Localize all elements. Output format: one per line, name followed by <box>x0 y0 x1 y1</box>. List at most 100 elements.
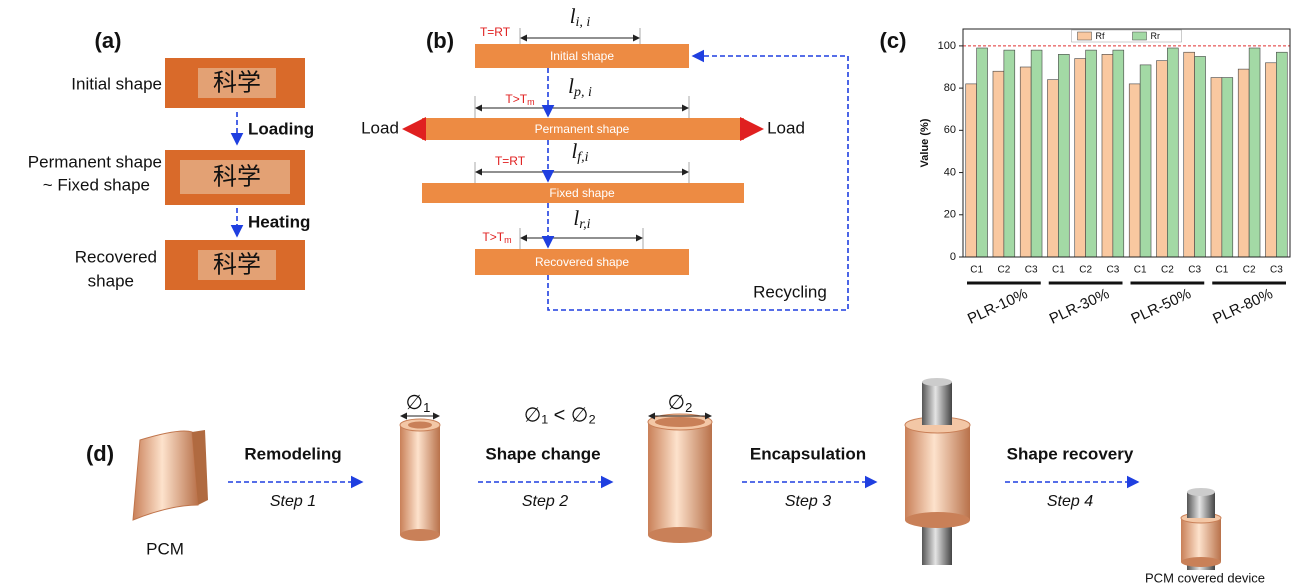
step-label: Step 1 <box>270 493 316 510</box>
legend-swatch <box>1133 32 1147 40</box>
bar <box>1031 50 1042 257</box>
bar <box>993 71 1004 257</box>
bar-label: Recovered shape <box>535 255 629 269</box>
bar <box>1129 84 1140 257</box>
figure: (a) 科学 Initial shape Loading 科学 Permanen… <box>0 0 1296 588</box>
bar <box>1004 50 1015 257</box>
temperature: T>Tm <box>482 230 511 245</box>
panel-label: (c) <box>880 28 907 53</box>
photo-text: 科学 <box>213 69 261 96</box>
legend-label: Rr <box>1151 31 1161 41</box>
bar <box>1222 78 1233 257</box>
x-tick-label: C2 <box>1079 265 1092 276</box>
temperature: T=RT <box>495 154 526 168</box>
tube-end <box>1181 557 1221 567</box>
legend-swatch <box>1078 32 1092 40</box>
tube <box>905 425 970 520</box>
rod-top <box>922 378 952 386</box>
panel-a: (a) 科学 Initial shape Loading 科学 Permanen… <box>28 28 314 291</box>
temperature: T>Tm <box>505 92 534 107</box>
panel-d: (d) PCM Remodeling Step 1 ∅1 ∅₁ < ∅₂ Sha… <box>86 378 1265 585</box>
x-tick-label: C1 <box>1052 265 1065 276</box>
x-tick-label: C1 <box>1134 265 1147 276</box>
label: shape <box>88 271 134 290</box>
tube-end <box>905 512 970 528</box>
label: PCM covered device <box>1145 570 1265 585</box>
tube-hole <box>655 417 705 427</box>
label: Recycling <box>753 282 827 301</box>
bar <box>1047 80 1058 257</box>
label: Permanent shape <box>28 152 162 171</box>
diameter: ∅2 <box>668 392 693 415</box>
step-title: Shape recovery <box>1007 444 1134 463</box>
y-tick-label: 80 <box>944 82 956 94</box>
load-label: Load <box>767 118 805 137</box>
step-title: Encapsulation <box>750 444 866 463</box>
bar <box>1086 50 1097 257</box>
tube <box>1181 518 1221 562</box>
pcm-sheet <box>133 431 198 520</box>
step-label: Step 4 <box>1047 493 1093 510</box>
x-tick-label: C2 <box>1243 265 1256 276</box>
length-symbol: lf,i <box>571 139 588 165</box>
device-rod <box>922 416 952 425</box>
label: PCM <box>146 539 184 558</box>
temperature: T=RT <box>480 25 511 39</box>
bar <box>1211 78 1222 257</box>
bar <box>1020 67 1031 257</box>
y-tick-label: 20 <box>944 209 956 221</box>
bar <box>966 84 977 257</box>
label: ~ Fixed shape <box>43 175 150 194</box>
bar <box>1156 61 1167 257</box>
device-rod <box>1187 512 1215 518</box>
bar <box>1113 50 1124 257</box>
diameter: ∅1 <box>406 392 431 415</box>
bar-label: Permanent shape <box>535 122 630 136</box>
load-label: Load <box>361 118 399 137</box>
label: Loading <box>248 119 314 138</box>
y-axis-label: Value (%) <box>919 118 931 167</box>
panel-b: (b) li, i T=RT Initial shape lp, i T>Tm … <box>361 4 848 310</box>
bar <box>1058 54 1069 257</box>
group-label: PLR-80% <box>1210 285 1275 328</box>
x-tick-label: C3 <box>1188 265 1201 276</box>
tube <box>400 425 440 535</box>
panel-c: (c) 0 20 40 60 80 100 Value (%) C1 C2 C3 C1 C2 C3 C1 C… <box>880 28 1290 328</box>
panel-label: (d) <box>86 441 114 466</box>
y-tick-label: 0 <box>950 251 956 263</box>
tube-end <box>648 527 712 543</box>
x-tick-label: C1 <box>970 265 983 276</box>
bar <box>1140 65 1151 257</box>
panel-label: (a) <box>95 28 122 53</box>
label: Recovered <box>75 247 157 266</box>
bar-label: Fixed shape <box>549 186 615 200</box>
tube-hole <box>408 422 432 429</box>
step-label: Step 3 <box>785 493 831 510</box>
step-title: Shape change <box>485 444 600 463</box>
label: Initial shape <box>71 74 162 93</box>
photo-text: 科学 <box>213 163 261 190</box>
length-symbol: lr,i <box>573 206 590 232</box>
x-tick-label: C2 <box>1161 265 1174 276</box>
photo-text: 科学 <box>213 251 261 278</box>
length-symbol: li, i <box>570 4 591 30</box>
bar <box>1167 48 1178 257</box>
x-tick-label: C2 <box>997 265 1010 276</box>
bar <box>1238 69 1249 257</box>
y-tick-label: 100 <box>938 40 956 52</box>
x-tick-label: C3 <box>1270 265 1283 276</box>
group-label: PLR-30% <box>1047 285 1112 328</box>
bar <box>1276 52 1287 257</box>
rod-top <box>1187 488 1215 496</box>
bar <box>977 48 988 257</box>
bar <box>1102 54 1113 257</box>
group-label: PLR-50% <box>1128 285 1193 328</box>
panel-label: (b) <box>426 28 454 53</box>
x-tick-label: C1 <box>1215 265 1228 276</box>
legend-label: Rf <box>1096 31 1105 41</box>
bar-label: Initial shape <box>550 49 614 63</box>
bar <box>1195 56 1206 257</box>
length-symbol: lp, i <box>568 74 592 100</box>
y-tick-label: 60 <box>944 124 956 136</box>
y-tick-label: 40 <box>944 166 956 178</box>
